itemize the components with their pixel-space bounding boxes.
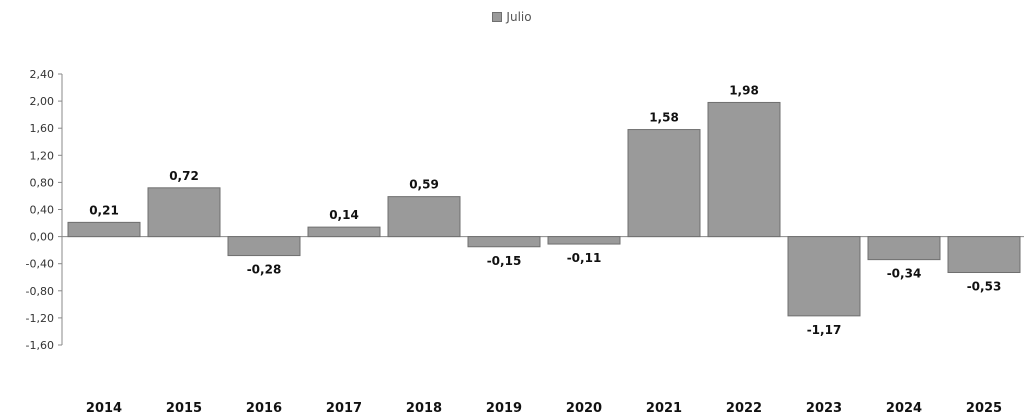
bar-2021 — [627, 129, 701, 238]
y-tick-label: 2,40 — [30, 68, 55, 81]
data-label-2017: 0,14 — [329, 208, 359, 222]
x-tick-label-2023: 2023 — [806, 401, 842, 414]
y-tick-label: -0,80 — [26, 285, 54, 298]
data-label-2018: 0,59 — [409, 178, 439, 192]
y-tick-label: -0,40 — [26, 258, 54, 271]
y-tick-label: 0,40 — [30, 204, 55, 217]
bar-2014 — [67, 221, 141, 238]
bar-2019 — [467, 236, 541, 248]
bar-2017 — [307, 226, 381, 238]
bar-2020 — [547, 236, 621, 245]
y-tick-label: -1,60 — [26, 339, 54, 352]
x-tick-label-2024: 2024 — [886, 401, 922, 414]
data-label-2019: -0,15 — [487, 254, 522, 268]
y-tick-label: 1,60 — [30, 122, 55, 135]
data-label-2024: -0,34 — [887, 267, 922, 281]
data-label-2023: -1,17 — [807, 323, 842, 337]
x-tick-label-2022: 2022 — [726, 401, 762, 414]
bar-2016 — [227, 236, 301, 257]
bar-2025 — [947, 236, 1021, 274]
legend-swatch — [492, 12, 503, 22]
data-label-2016: -0,28 — [247, 263, 282, 277]
data-label-2020: -0,11 — [567, 251, 602, 265]
x-tick-label-2025: 2025 — [966, 401, 1002, 414]
data-label-2022: 1,98 — [729, 83, 759, 97]
y-tick-label: -1,20 — [26, 312, 54, 325]
bar-2018 — [387, 196, 461, 238]
legend-label: Julio — [506, 10, 532, 24]
x-tick-label-2014: 2014 — [86, 401, 122, 414]
x-tick-label-2019: 2019 — [486, 401, 522, 414]
data-label-2025: -0,53 — [967, 280, 1002, 294]
y-tick-label: 1,20 — [30, 149, 55, 162]
data-label-2015: 0,72 — [169, 169, 199, 183]
x-tick-label-2018: 2018 — [406, 401, 442, 414]
x-tick-label-2021: 2021 — [646, 401, 682, 414]
bar-2015 — [147, 187, 221, 238]
data-label-2014: 0,21 — [89, 203, 119, 217]
x-tick-label-2017: 2017 — [326, 401, 362, 414]
legend: Julio — [0, 10, 1024, 24]
bar-2023 — [787, 236, 861, 317]
y-tick-label: 0,00 — [30, 231, 55, 244]
y-tick-label: 2,00 — [30, 95, 55, 108]
bar-2022 — [707, 101, 781, 238]
x-tick-label-2015: 2015 — [166, 401, 202, 414]
x-tick-label-2020: 2020 — [566, 401, 602, 414]
x-tick-label-2016: 2016 — [246, 401, 282, 414]
data-label-2021: 1,58 — [649, 111, 679, 125]
bar-2024 — [867, 236, 941, 261]
y-tick-label: 0,80 — [30, 176, 55, 189]
